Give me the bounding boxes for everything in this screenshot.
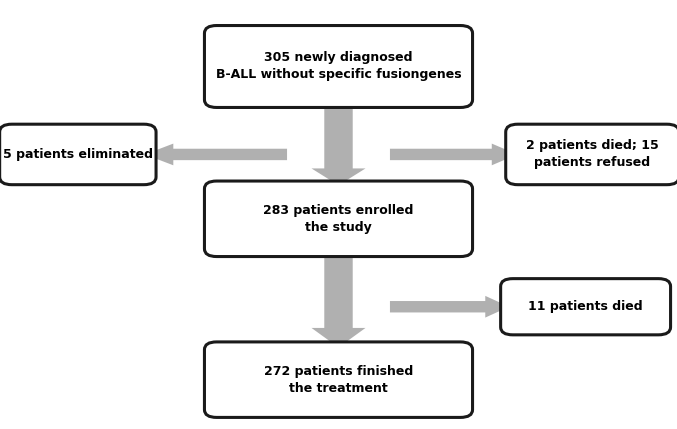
Text: 11 patients died: 11 patients died xyxy=(528,300,643,313)
FancyArrow shape xyxy=(311,101,366,185)
FancyBboxPatch shape xyxy=(506,124,677,184)
FancyBboxPatch shape xyxy=(500,279,670,335)
FancyArrow shape xyxy=(145,144,287,165)
FancyBboxPatch shape xyxy=(0,124,156,184)
FancyArrow shape xyxy=(390,296,509,317)
Text: 305 newly diagnosed
B-ALL without specific fusiongenes: 305 newly diagnosed B-ALL without specif… xyxy=(216,51,461,82)
FancyBboxPatch shape xyxy=(204,181,473,257)
Text: 2 patients died; 15
patients refused: 2 patients died; 15 patients refused xyxy=(526,139,659,169)
FancyArrow shape xyxy=(390,144,517,165)
Text: 5 patients eliminated: 5 patients eliminated xyxy=(3,148,153,161)
Text: 272 patients finished
the treatment: 272 patients finished the treatment xyxy=(264,365,413,395)
FancyBboxPatch shape xyxy=(204,342,473,417)
FancyArrow shape xyxy=(311,250,366,347)
FancyBboxPatch shape xyxy=(204,26,473,108)
Text: 283 patients enrolled
the study: 283 patients enrolled the study xyxy=(263,204,414,234)
